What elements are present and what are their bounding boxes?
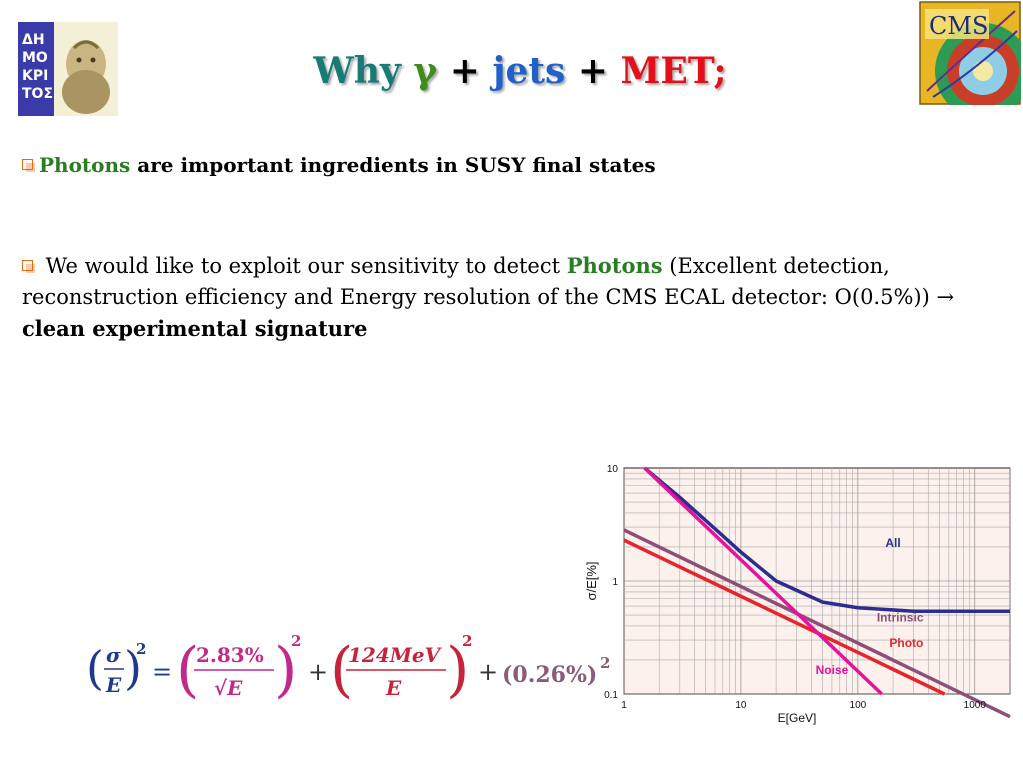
formula-exp-4: 2 [600,654,610,672]
series-label-photo: Photo [889,636,923,650]
y-axis-label: σ/E[%] [584,561,599,600]
svg-text:ΜΟ: ΜΟ [22,50,48,66]
title-plus-2: + [577,50,608,92]
bullet-photons-susy: Photons are important ingredients in SUS… [22,150,656,181]
x-tick-label: 10 [735,700,747,711]
formula-e: E [105,673,122,697]
bullet-box-icon [22,260,35,273]
y-tick-label: 1 [612,577,618,588]
cms-logo: CMS [919,1,1023,119]
formula-stochastic: 2.83% [196,643,264,667]
title-gamma: γ [413,50,438,92]
democritos-logo: ΔΗ ΜΟ ΚΡΙ ΤΟΣ [18,22,118,116]
bullet-1-text: are important ingredients in SUSY final … [130,153,656,177]
formula-paren-open-1: ( [86,641,104,695]
bullet-2-text-after: (Excellent detection, reconstruction eff… [22,254,955,309]
formula-plus-1: + [308,658,328,686]
formula-sigma: σ [106,643,121,667]
title-met: MET; [620,50,727,92]
series-label-all: All [885,536,900,550]
series-photo [623,538,946,696]
formula-exp-3: 2 [462,632,472,650]
series-all [643,466,1010,613]
title-plus-1: + [449,50,480,92]
svg-text:ΔΗ: ΔΗ [22,32,45,48]
slide-title: Why γ + jets + MET; [0,50,1023,92]
svg-text:ΚΡΙ: ΚΡΙ [22,68,48,84]
x-tick-label: 1 [621,700,627,711]
x-axis-label: E[GeV] [778,711,817,725]
formula-exp-2: 2 [291,632,301,650]
formula-paren-open-3: ( [330,635,353,705]
formula-paren-close-3: ) [446,635,469,705]
series-label-intrinsic: Intrinsic [877,610,924,624]
formula-constant: (0.26%) [502,662,597,688]
y-tick-label: 0.1 [604,690,618,701]
x-tick-label: 100 [850,700,867,711]
bullet-2-text-before: We would like to exploit our sensitivity… [39,254,567,278]
bullet-box-icon [22,159,35,172]
bullet-2-bold-end: clean experimental signature [22,316,368,341]
y-tick-label: 10 [607,464,619,475]
bullet-2-highlight: Photons [566,253,663,278]
resolution-formula: ( σ E ) 2 = ( 2.83% √E ) 2 + ( 124MeV E … [86,628,626,722]
cms-logo-text: CMS [929,12,988,40]
x-tick-label: 1000 [964,700,987,711]
bullet-1-highlight: Photons [39,153,131,177]
formula-exp-1: 2 [136,640,146,658]
resolution-chart: All Intrinsic Photo Noise 1 10 100 1000 0.1 1 10 E[… [578,456,1018,734]
bullet-photon-sensitivity: We would like to exploit our sensitivity… [22,250,1007,345]
formula-sqrt-e: √E [214,676,243,700]
formula-paren-open-2: ( [176,635,199,705]
series-intrinsic [623,528,1011,719]
formula-plus-2: + [478,658,498,686]
formula-paren-close-1: ) [124,641,142,695]
formula-equals: = [152,658,172,686]
formula-noise-e: E [385,676,402,700]
formula-paren-close-2: ) [274,635,297,705]
formula-noise: 124MeV [348,643,443,667]
svg-text:ΤΟΣ: ΤΟΣ [22,86,53,102]
series-noise [643,466,883,696]
title-why: Why [313,50,401,92]
title-jets: jets [492,50,566,92]
series-label-noise: Noise [816,663,849,677]
